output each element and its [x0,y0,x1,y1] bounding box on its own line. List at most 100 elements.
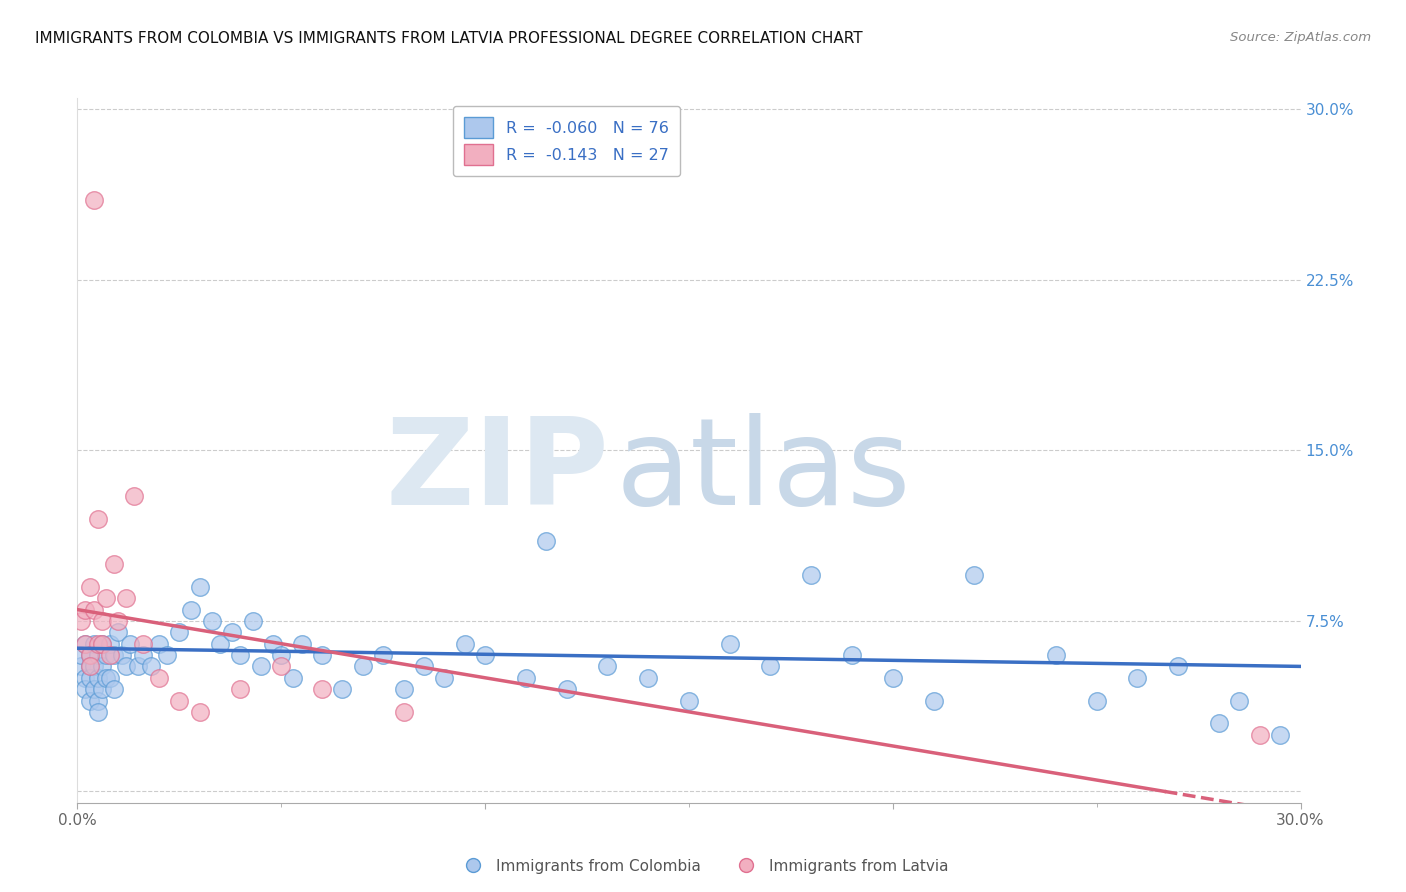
Point [83,194,105,208]
Point [637,671,659,685]
Point [283,671,305,685]
Point [75,637,97,651]
Point [201,614,224,628]
Text: IMMIGRANTS FROM COLOMBIA VS IMMIGRANTS FROM LATVIA PROFESSIONAL DEGREE CORRELATI: IMMIGRANTS FROM COLOMBIA VS IMMIGRANTS F… [35,31,863,46]
Point [1167,659,1189,673]
Point [188,705,211,719]
Point [270,659,292,673]
Point [103,648,125,662]
Point [596,659,619,673]
Point [79,659,101,673]
Point [90,637,112,651]
Point [98,671,121,685]
Point [79,693,101,707]
Point [90,637,112,651]
Point [169,625,191,640]
Text: atlas: atlas [616,413,911,530]
Point [555,682,578,697]
Point [311,682,333,697]
Point [131,637,153,651]
Point [352,659,374,673]
Point [128,659,150,673]
Point [841,648,863,662]
Point [270,648,292,662]
Point [83,659,105,673]
Point [474,648,496,662]
Point [103,682,125,697]
Point [83,637,105,651]
Point [454,637,477,651]
Point [156,648,179,662]
Point [70,614,93,628]
Point [83,602,105,616]
Point [90,682,112,697]
Legend: Immigrants from Colombia, Immigrants from Latvia: Immigrants from Colombia, Immigrants fro… [451,853,955,880]
Point [75,602,97,616]
Point [120,637,142,651]
Text: ZIP: ZIP [385,413,609,530]
Point [291,637,314,651]
Point [242,614,264,628]
Point [148,637,170,651]
Point [90,659,112,673]
Point [87,648,110,662]
Point [87,705,110,719]
Point [800,568,823,582]
Point [98,637,121,651]
Point [229,682,252,697]
Point [1085,693,1108,707]
Point [79,648,101,662]
Point [107,614,129,628]
Point [1249,728,1271,742]
Point [79,580,101,594]
Point [332,682,354,697]
Point [94,591,117,606]
Point [1126,671,1149,685]
Point [515,671,537,685]
Point [87,671,110,685]
Point [70,659,93,673]
Point [90,614,112,628]
Point [111,648,134,662]
Point [98,648,121,662]
Point [83,682,105,697]
Point [250,659,273,673]
Point [229,648,252,662]
Point [87,637,110,651]
Point [759,659,782,673]
Point [131,648,153,662]
Point [103,557,125,571]
Point [87,511,110,525]
Point [392,682,415,697]
Point [169,693,191,707]
Point [922,693,945,707]
Point [262,637,284,651]
Point [148,671,170,685]
Point [882,671,904,685]
Point [94,648,117,662]
Point [75,637,97,651]
Point [1229,693,1251,707]
Point [433,671,456,685]
Point [115,659,138,673]
Point [87,693,110,707]
Point [79,648,101,662]
Point [1045,648,1067,662]
Point [371,648,394,662]
Point [413,659,436,673]
Point [1270,728,1292,742]
Point [79,659,101,673]
Point [963,568,986,582]
Point [678,693,700,707]
Point [311,648,333,662]
Point [79,671,101,685]
Point [115,591,138,606]
Point [70,648,93,662]
Text: Source: ZipAtlas.com: Source: ZipAtlas.com [1230,31,1371,45]
Point [536,534,558,549]
Point [188,580,211,594]
Point [718,637,741,651]
Point [75,671,97,685]
Point [107,625,129,640]
Point [180,602,202,616]
